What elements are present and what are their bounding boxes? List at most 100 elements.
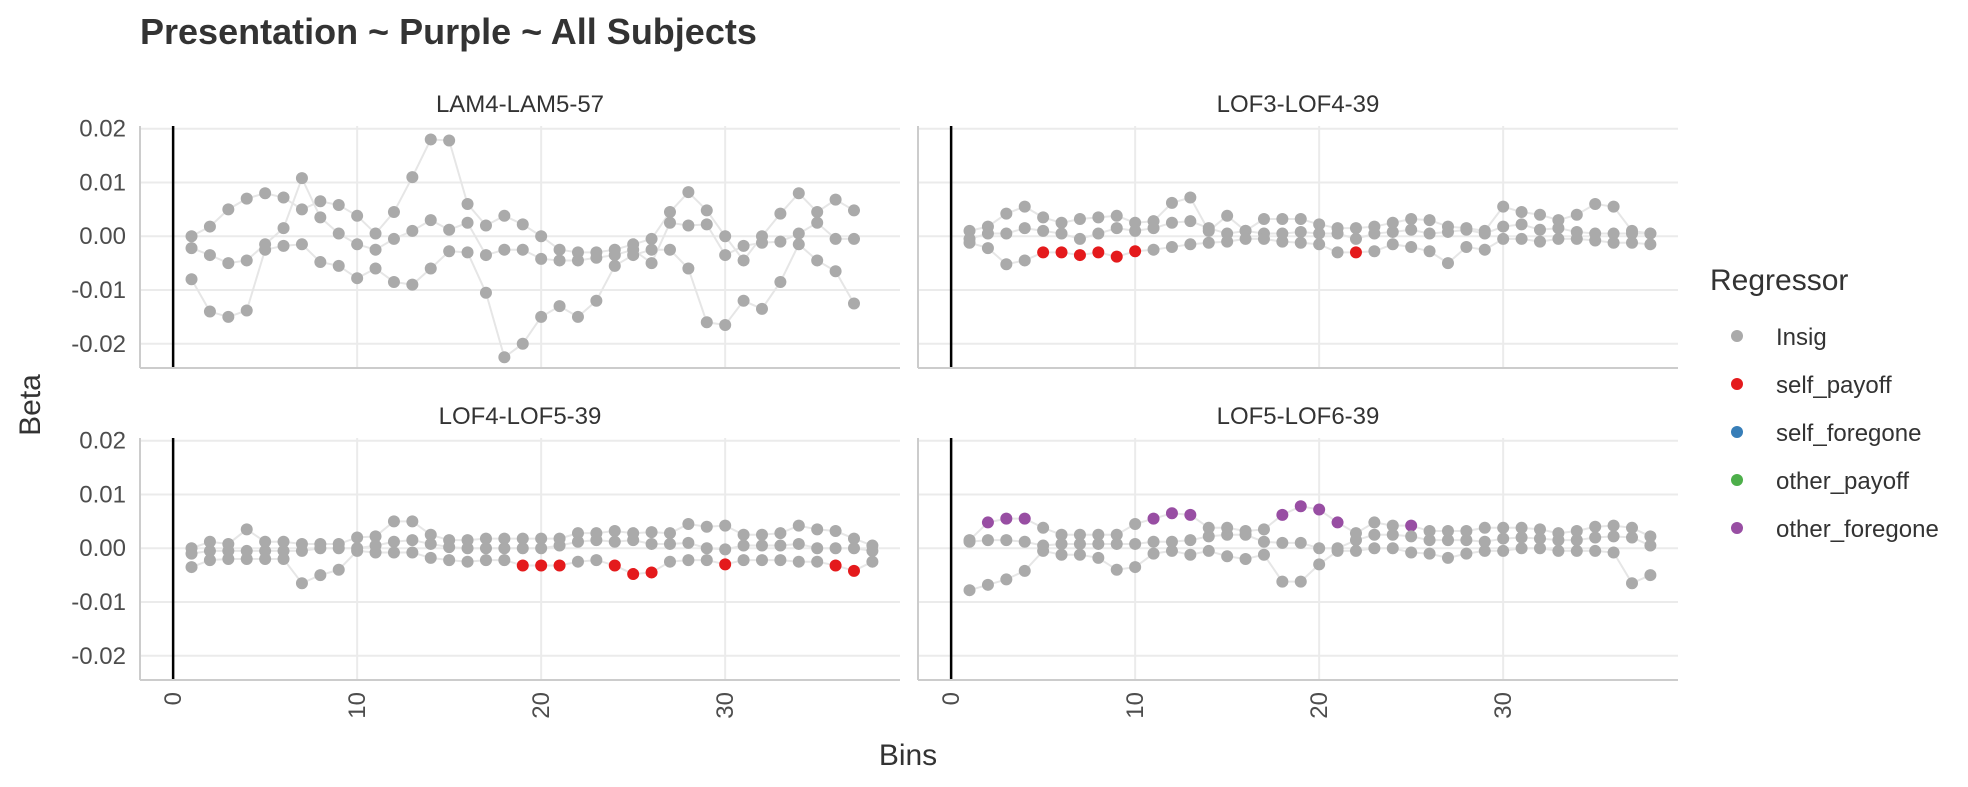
point-insig — [1533, 235, 1546, 248]
point-insig — [1423, 214, 1436, 227]
point-insig — [185, 230, 198, 243]
point-insig — [847, 532, 860, 545]
point-insig — [737, 528, 750, 541]
point-insig — [240, 254, 253, 267]
point-insig — [203, 544, 216, 557]
point-insig — [1644, 227, 1657, 240]
point-insig — [1478, 544, 1491, 557]
point-insig — [1625, 521, 1638, 534]
point-insig — [1073, 528, 1086, 541]
x-tick-label: 10 — [1122, 692, 1149, 719]
point-insig — [479, 286, 492, 299]
point-insig — [424, 133, 437, 146]
point-insig — [1184, 191, 1197, 204]
legend-label-other_foregone: other_foregone — [1776, 516, 1939, 543]
point-insig — [222, 553, 235, 565]
point-insig — [295, 577, 308, 590]
point-insig — [295, 238, 308, 251]
point-insig — [387, 546, 400, 559]
point-insig — [700, 316, 713, 329]
point-insig — [682, 186, 695, 199]
point-insig — [443, 223, 456, 236]
point-insig — [1460, 241, 1473, 253]
point-insig — [1018, 254, 1031, 267]
point-insig — [461, 197, 474, 210]
y-tick-label: -0.02 — [71, 331, 126, 358]
x-tick-label: 10 — [344, 692, 371, 719]
point-insig — [1055, 548, 1068, 561]
point-insig — [737, 239, 750, 252]
point-insig — [590, 554, 603, 567]
point-insig — [1368, 245, 1381, 258]
x-axis-title: Bins — [879, 739, 937, 772]
point-insig — [719, 249, 732, 262]
point-insig — [1644, 238, 1657, 251]
point-insig — [963, 236, 976, 249]
point-insig — [1184, 548, 1197, 561]
point-insig — [811, 254, 824, 267]
point-insig — [1607, 519, 1620, 532]
point-insig — [1368, 542, 1381, 555]
point-insig — [1073, 213, 1086, 226]
point-insig — [277, 222, 290, 235]
point-insig — [847, 204, 860, 217]
point-insig — [1478, 227, 1491, 240]
point-insig — [811, 555, 824, 568]
point-other_foregone — [1147, 512, 1160, 525]
point-insig — [645, 537, 658, 550]
point-insig — [1405, 530, 1418, 543]
point-insig — [498, 209, 511, 222]
point-insig — [1165, 196, 1178, 209]
point-insig — [774, 235, 787, 248]
point-insig — [1386, 519, 1399, 532]
point-insig — [1110, 209, 1123, 222]
legend: Regressor Insig self_payoff self_foregoneo… — [1710, 264, 1939, 543]
point-insig — [1497, 521, 1510, 534]
point-insig — [1405, 213, 1418, 226]
point-insig — [645, 243, 658, 256]
point-self_payoff — [847, 564, 860, 577]
point-self_payoff — [627, 568, 640, 581]
point-insig — [1276, 213, 1289, 226]
point-insig — [866, 555, 879, 568]
point-insig — [535, 310, 548, 323]
point-insig — [1257, 213, 1270, 226]
point-insig — [203, 220, 216, 233]
point-insig — [553, 254, 566, 267]
point-self_payoff — [1055, 246, 1068, 259]
point-insig — [663, 537, 676, 550]
y-tick-label: -0.02 — [71, 643, 126, 670]
point-insig — [1607, 546, 1620, 559]
point-insig — [1644, 539, 1657, 552]
point-insig — [700, 520, 713, 533]
point-insig — [1533, 532, 1546, 545]
point-insig — [1257, 548, 1270, 561]
point-insig — [571, 535, 584, 548]
point-insig — [1349, 534, 1362, 547]
x-tick-label: 30 — [712, 692, 739, 719]
point-insig — [461, 216, 474, 229]
point-insig — [1533, 208, 1546, 221]
point-insig — [811, 216, 824, 229]
point-insig — [1368, 516, 1381, 529]
y-tick-label: 0.01 — [79, 169, 126, 196]
point-self_payoff — [1349, 246, 1362, 259]
point-insig — [682, 219, 695, 232]
point-insig — [369, 262, 382, 275]
point-insig — [1092, 528, 1105, 541]
point-insig — [1589, 520, 1602, 533]
point-insig — [1625, 531, 1638, 544]
point-insig — [387, 275, 400, 288]
y-tick-label: -0.01 — [71, 277, 126, 304]
point-insig — [755, 554, 768, 567]
point-insig — [1607, 530, 1620, 543]
point-insig — [847, 297, 860, 310]
point-self_payoff — [1110, 250, 1123, 263]
point-insig — [498, 554, 511, 567]
point-insig — [1202, 521, 1215, 534]
point-insig — [240, 553, 253, 565]
point-insig — [1515, 531, 1528, 544]
point-insig — [259, 553, 272, 565]
point-self_payoff — [553, 559, 566, 572]
point-insig — [424, 551, 437, 564]
